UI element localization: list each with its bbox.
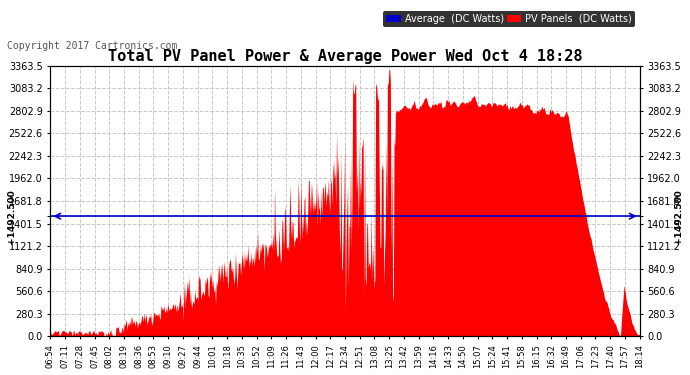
Text: +1492.500: +1492.500 <box>674 189 683 243</box>
Text: Copyright 2017 Cartronics.com: Copyright 2017 Cartronics.com <box>7 41 177 51</box>
Text: +1492.500: +1492.500 <box>7 189 16 243</box>
Legend: Average  (DC Watts), PV Panels  (DC Watts): Average (DC Watts), PV Panels (DC Watts) <box>383 11 635 27</box>
Title: Total PV Panel Power & Average Power Wed Oct 4 18:28: Total PV Panel Power & Average Power Wed… <box>108 50 582 64</box>
